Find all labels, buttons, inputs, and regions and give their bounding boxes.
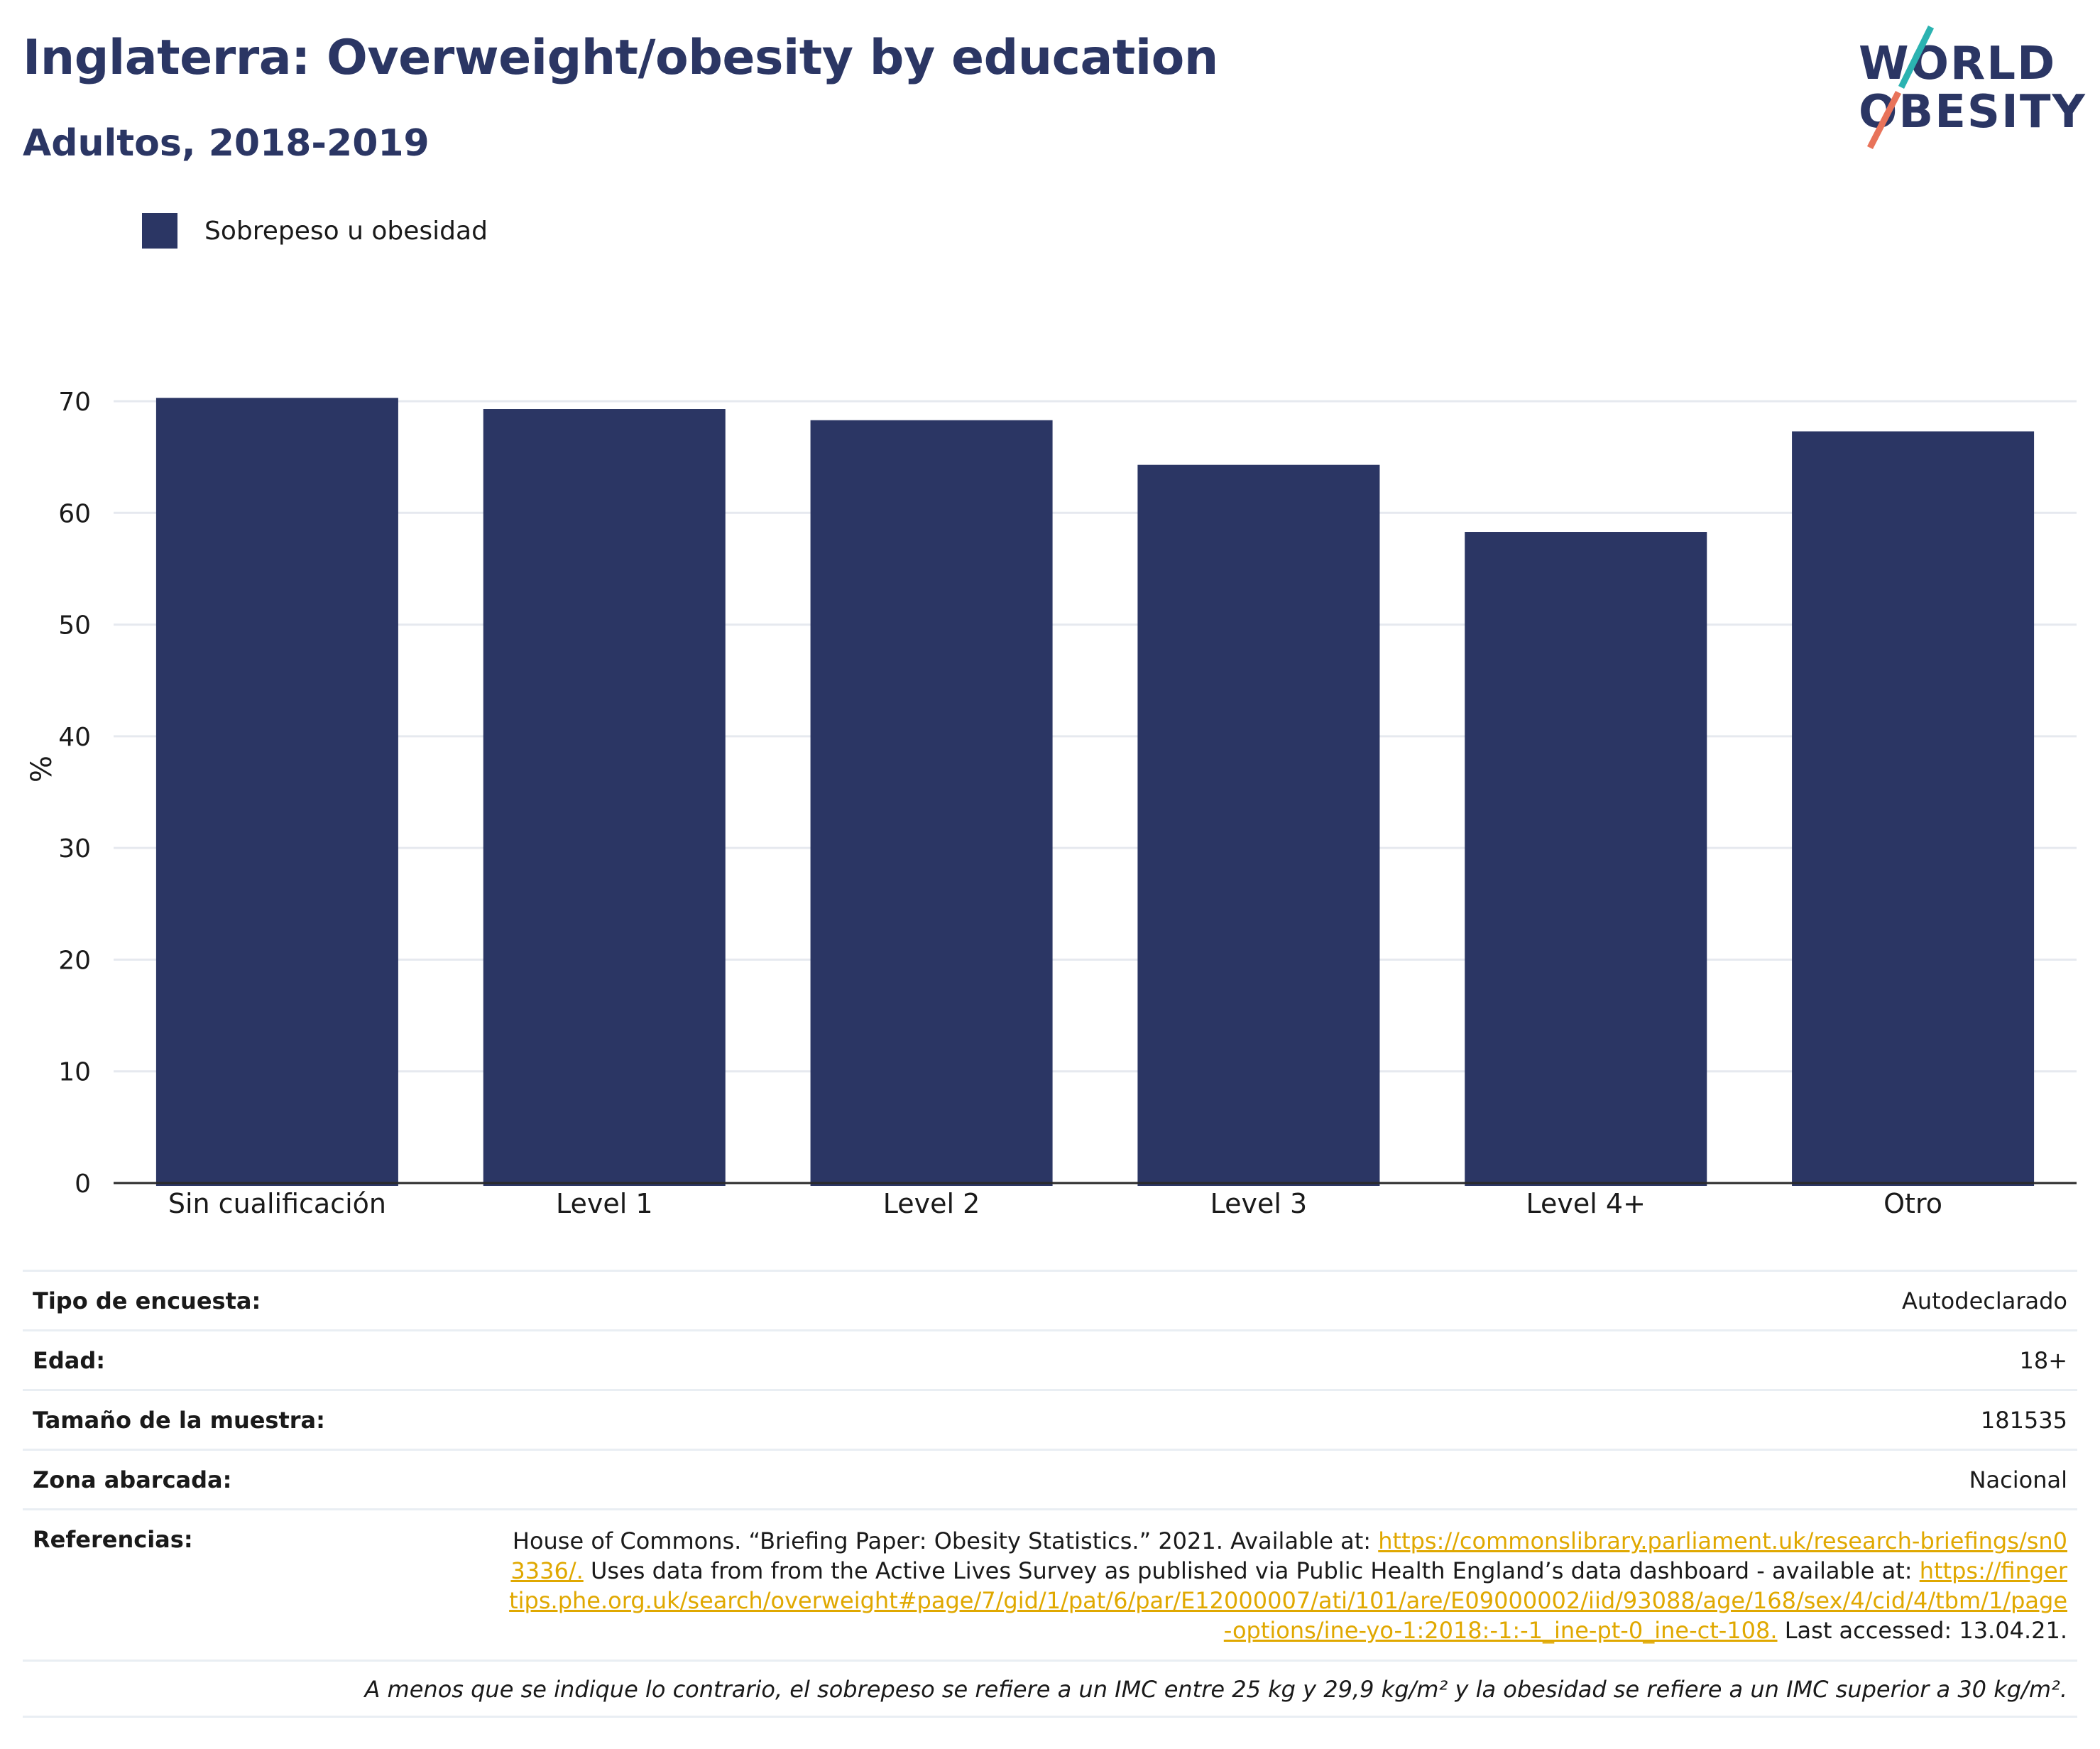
y-tick-label: 40 bbox=[58, 723, 91, 752]
reference-link-2[interactable]: https://fingertips.phe.org.uk/search/ove… bbox=[509, 1557, 2067, 1644]
references-text-1: House of Commons. “Briefing Paper: Obesi… bbox=[512, 1527, 1379, 1554]
y-tick-label: 0 bbox=[75, 1170, 91, 1199]
references-row: Referencias: House of Commons. “Briefing… bbox=[23, 1508, 2077, 1660]
survey-type-label: Tipo de encuesta: bbox=[33, 1287, 261, 1314]
logo-line1: WORLD bbox=[1859, 38, 2057, 90]
references-label: Referencias: bbox=[33, 1526, 193, 1553]
bar bbox=[483, 409, 726, 1186]
area-value: Nacional bbox=[1969, 1466, 2067, 1493]
reference-link-1[interactable]: https://commonslibrary.parliament.uk/res… bbox=[510, 1527, 2067, 1584]
definition-note: A menos que se indique lo contrario, el … bbox=[23, 1660, 2077, 1718]
bar bbox=[1137, 464, 1380, 1186]
area-row: Zona abarcada: Nacional bbox=[23, 1449, 2077, 1508]
y-tick-label: 70 bbox=[58, 388, 91, 417]
age-row: Edad: 18+ bbox=[23, 1329, 2077, 1389]
y-tick-label: 20 bbox=[58, 946, 91, 975]
y-tick-label: 30 bbox=[58, 834, 91, 863]
x-tick-label: Level 3 bbox=[1210, 1188, 1308, 1219]
age-label: Edad: bbox=[33, 1346, 106, 1374]
bar bbox=[1465, 532, 1707, 1186]
x-tick-label: Otro bbox=[1883, 1188, 1942, 1219]
area-label: Zona abarcada: bbox=[33, 1466, 232, 1493]
chart-subtitle: Adultos, 2018-2019 bbox=[23, 122, 430, 165]
legend: Sobrepeso u obesidad bbox=[142, 213, 488, 249]
survey-type-row: Tipo de encuesta: Autodeclarado bbox=[23, 1270, 2077, 1329]
references-text-3: Last accessed: 13.04.21. bbox=[1777, 1617, 2067, 1644]
logo-slash-icon bbox=[1866, 26, 1935, 150]
sample-size-label: Tamaño de la muestra: bbox=[33, 1406, 325, 1434]
references-text: House of Commons. “Briefing Paper: Obesi… bbox=[505, 1526, 2067, 1645]
legend-swatch bbox=[142, 213, 177, 249]
chart-title: Inglaterra: Overweight/obesity by educat… bbox=[23, 30, 1218, 86]
bar bbox=[810, 420, 1053, 1187]
x-tick-label: Level 2 bbox=[883, 1188, 980, 1219]
bar-chart: 0 10 20 30 40 50 60 70 Sin cualificación Level 1 L… bbox=[58, 388, 2077, 1219]
sample-size-row: Tamaño de la muestra: 181535 bbox=[23, 1389, 2077, 1449]
legend-label: Sobrepeso u obesidad bbox=[204, 216, 488, 246]
x-tick-label: Sin cualificación bbox=[168, 1188, 386, 1219]
y-tick-label: 60 bbox=[58, 499, 91, 528]
world-obesity-logo: WORLD OBESITY bbox=[1846, 20, 2087, 155]
y-tick-label: 10 bbox=[58, 1058, 91, 1087]
references-text-2: Uses data from from the Active Lives Sur… bbox=[583, 1557, 1920, 1584]
x-tick-label: Level 1 bbox=[556, 1188, 653, 1219]
age-value: 18+ bbox=[2019, 1346, 2067, 1374]
survey-type-value: Autodeclarado bbox=[1901, 1287, 2067, 1314]
sample-size-value: 181535 bbox=[1980, 1406, 2067, 1434]
y-tick-label: 50 bbox=[58, 611, 91, 641]
x-tick-label: Level 4+ bbox=[1526, 1188, 1646, 1219]
info-table: Tipo de encuesta: Autodeclarado Edad: 18… bbox=[23, 1270, 2077, 1718]
bar bbox=[155, 398, 398, 1186]
bar bbox=[1792, 431, 2035, 1186]
